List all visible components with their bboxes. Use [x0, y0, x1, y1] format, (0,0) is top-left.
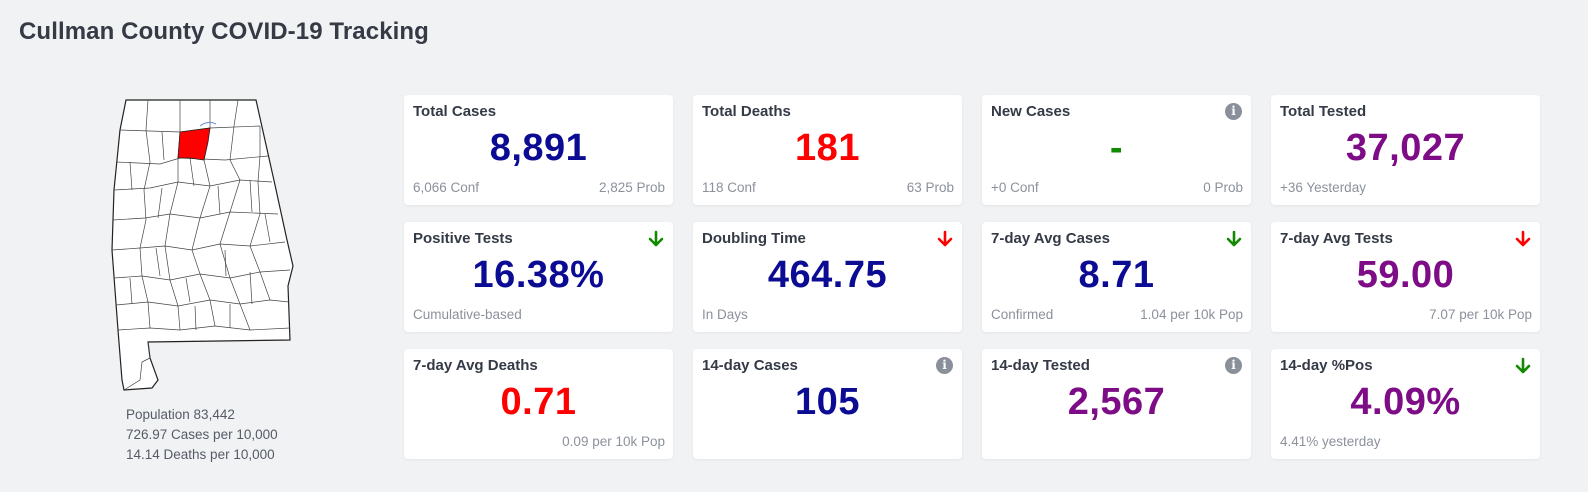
card-value: 16.38% [472, 254, 605, 296]
stat-card[interactable]: Positive Tests 16.38% Cumulative-based [404, 222, 673, 332]
card-footnote-right: 2,825 Prob [598, 180, 665, 195]
card-title: New Cases [991, 103, 1071, 120]
county-stats: Population 83,442 726.97 Cases per 10,00… [126, 405, 278, 465]
card-value: 2,567 [1067, 381, 1166, 423]
cases-per-10k-text: 726.97 Cases per 10,000 [126, 427, 278, 442]
arrow-down-icon [1514, 357, 1532, 375]
stat-card[interactable]: 7-day Avg Deaths 0.71 0.09 per 10k Pop [404, 349, 673, 459]
card-footnote-left: Cumulative-based [413, 307, 522, 322]
stat-card[interactable]: 14-day Cases 105 i [693, 349, 962, 459]
population-text: Population 83,442 [126, 407, 235, 422]
card-footnote-left: +36 Yesterday [1280, 180, 1366, 195]
card-footnote-left: Confirmed [991, 307, 1054, 322]
card-title: 7-day Avg Deaths [413, 357, 538, 374]
card-footnote-left: In Days [702, 307, 748, 322]
card-title: 14-day Tested [991, 357, 1090, 374]
deaths-per-10k-text: 14.14 Deaths per 10,000 [126, 447, 275, 462]
card-title: 14-day Cases [702, 357, 798, 374]
info-icon[interactable]: i [1225, 357, 1243, 375]
card-title: Total Deaths [702, 103, 791, 120]
card-title: 14-day %Pos [1280, 357, 1373, 374]
stat-card[interactable]: 14-day Tested 2,567 i [982, 349, 1251, 459]
card-footnote-right: 0.09 per 10k Pop [562, 434, 665, 449]
card-footnote-right: 63 Prob [906, 180, 954, 195]
card-value: 37,027 [1345, 127, 1466, 169]
stat-card[interactable]: Total Tested 37,027 +36 Yesterday [1271, 95, 1540, 205]
cullman-county-highlight [177, 127, 211, 161]
arrow-down-icon [1225, 230, 1243, 248]
card-value: 105 [795, 381, 860, 423]
stat-card[interactable]: 14-day %Pos 4.09% 4.41% yesterday [1271, 349, 1540, 459]
stat-card[interactable]: 7-day Avg Tests 59.00 7.07 per 10k Pop [1271, 222, 1540, 332]
arrow-down-icon [647, 230, 665, 248]
card-title: Total Tested [1280, 103, 1367, 120]
card-value: 464.75 [767, 254, 888, 296]
card-title: Total Cases [413, 103, 497, 120]
card-value: 4.09% [1350, 381, 1461, 423]
stat-card[interactable]: Total Cases 8,891 6,066 Conf 2,825 Prob [404, 95, 673, 205]
card-title: Doubling Time [702, 230, 806, 247]
card-value: 181 [795, 127, 860, 169]
card-value: - [1109, 127, 1124, 169]
alabama-county-map[interactable] [100, 90, 310, 400]
card-footnote-right: 0 Prob [1203, 180, 1243, 195]
card-value: 59.00 [1356, 254, 1455, 296]
info-icon[interactable]: i [1225, 103, 1243, 121]
card-value: 8,891 [489, 127, 588, 169]
stat-card[interactable]: New Cases - +0 Conf 0 Prob i [982, 95, 1251, 205]
card-footnote-left: 4.41% yesterday [1280, 434, 1381, 449]
stat-card[interactable]: Total Deaths 181 118 Conf 63 Prob [693, 95, 962, 205]
card-value: 8.71 [1078, 254, 1155, 296]
info-icon[interactable]: i [936, 357, 954, 375]
arrow-down-icon [1514, 230, 1532, 248]
card-title: 7-day Avg Cases [991, 230, 1110, 247]
card-title: Positive Tests [413, 230, 513, 247]
card-footnote-left: +0 Conf [991, 180, 1039, 195]
card-value: 0.71 [500, 381, 577, 423]
state-outline [111, 99, 294, 391]
card-footnote-left: 118 Conf [702, 180, 756, 195]
card-footnote-left: 6,066 Conf [413, 180, 480, 195]
card-title: 7-day Avg Tests [1280, 230, 1393, 247]
state-map-svg [111, 99, 294, 391]
page-title: Cullman County COVID-19 Tracking [19, 18, 429, 45]
card-footnote-right: 7.07 per 10k Pop [1429, 307, 1532, 322]
arrow-down-icon [936, 230, 954, 248]
stat-card[interactable]: Doubling Time 464.75 In Days [693, 222, 962, 332]
stat-card[interactable]: 7-day Avg Cases 8.71 Confirmed 1.04 per 10k… [982, 222, 1251, 332]
card-footnote-right: 1.04 per 10k Pop [1140, 307, 1243, 322]
